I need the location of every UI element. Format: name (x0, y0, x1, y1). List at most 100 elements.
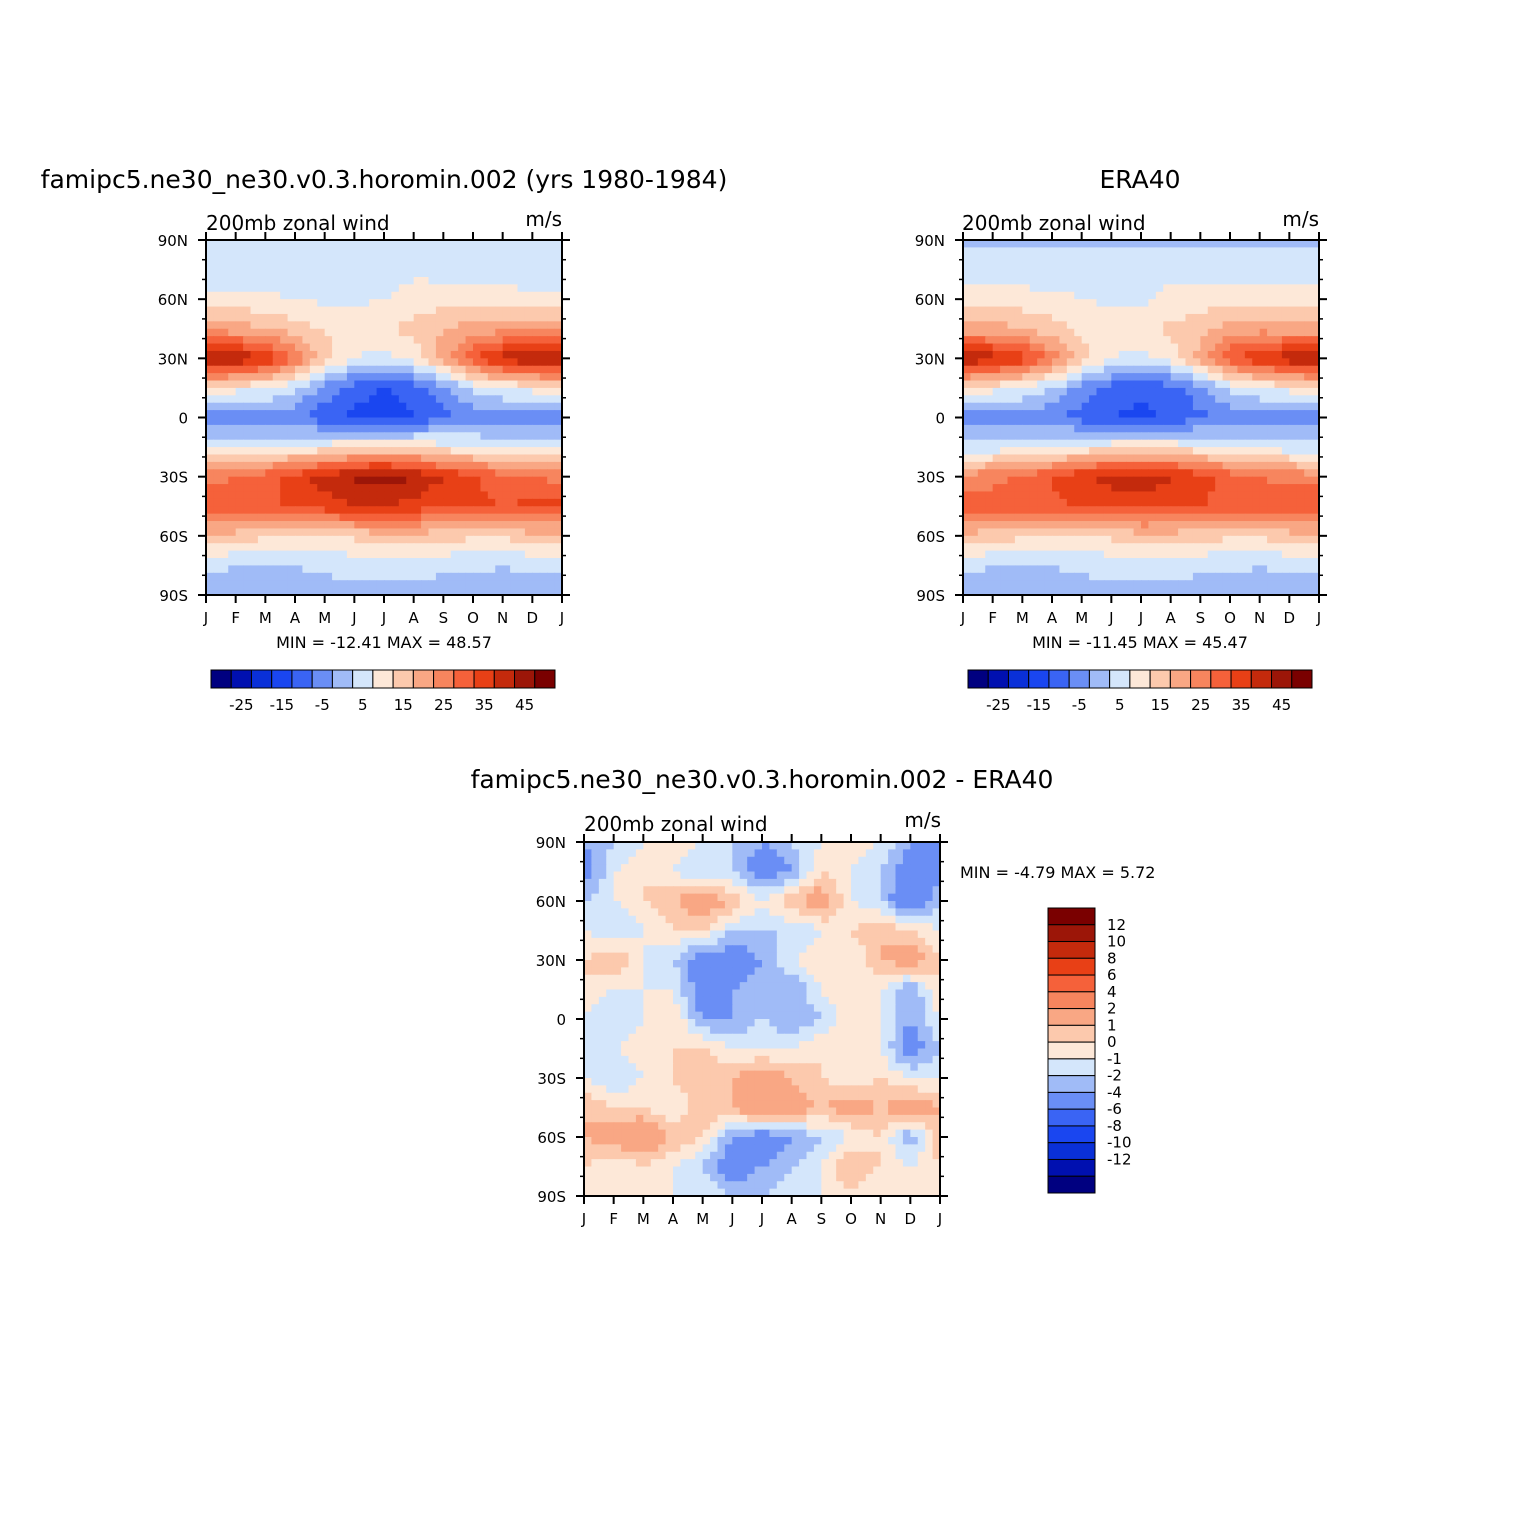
field-cell (309, 469, 318, 478)
field-cell (554, 491, 563, 500)
field-cell (287, 328, 296, 337)
field-cell (487, 506, 496, 515)
field-cell (354, 321, 363, 330)
field-cell (524, 550, 533, 559)
field-cell (295, 580, 304, 589)
field-cell (1133, 521, 1142, 530)
field-cell (1163, 417, 1172, 426)
field-cell (257, 254, 266, 263)
field-cell (1044, 313, 1053, 322)
field-cell (332, 247, 341, 256)
field-cell (280, 424, 289, 433)
field-cell (1059, 447, 1068, 456)
field-cell (1222, 380, 1231, 389)
field-cell (1081, 313, 1090, 322)
field-cell (539, 410, 548, 419)
field-cell (1244, 387, 1253, 396)
field-cell (1155, 410, 1164, 419)
field-cell (384, 454, 393, 463)
field-cell (970, 402, 979, 411)
field-cell (384, 247, 393, 256)
field-cell (272, 491, 281, 500)
field-cell (554, 269, 563, 278)
field-cell (339, 506, 348, 515)
field-cell (1052, 254, 1061, 263)
field-cell (510, 350, 519, 359)
field-cell (480, 276, 489, 285)
field-cell (280, 291, 289, 300)
field-cell (1000, 402, 1009, 411)
field-cell (309, 306, 318, 315)
field-cell (1148, 469, 1157, 478)
field-cell (992, 506, 1001, 515)
field-cell (473, 521, 482, 530)
field-cell (1148, 432, 1157, 441)
field-cell (346, 424, 355, 433)
field-cell (465, 321, 474, 330)
field-cell (1044, 387, 1053, 396)
field-cell (554, 328, 563, 337)
field-cell (1200, 484, 1209, 493)
field-cell (1066, 580, 1075, 589)
field-cell (1118, 580, 1127, 589)
field-cell (1096, 565, 1105, 574)
field-cell (992, 476, 1001, 485)
field-cell (1029, 343, 1038, 352)
field-cell (1178, 558, 1187, 567)
field-cell (1014, 350, 1023, 359)
field-cell (547, 402, 556, 411)
field-cell (465, 469, 474, 478)
field-cell (450, 306, 459, 315)
field-cell (1000, 491, 1009, 500)
field-cell (435, 321, 444, 330)
field-cell (1296, 321, 1305, 330)
field-cell (547, 343, 556, 352)
field-cell (1230, 558, 1239, 567)
field-cell (369, 587, 378, 596)
field-cell (272, 240, 281, 248)
field-cell (524, 336, 533, 345)
field-cell (1059, 587, 1068, 596)
field-cell (1000, 284, 1009, 293)
field-cell (1029, 410, 1038, 419)
field-cell (450, 424, 459, 433)
field-cell (1044, 373, 1053, 382)
field-cell (1014, 299, 1023, 308)
field-cell (1237, 247, 1246, 256)
field-cell (376, 373, 385, 382)
x-tick-label: S (1196, 609, 1206, 627)
field-cell (473, 395, 482, 404)
field-cell (606, 842, 615, 850)
field-cell (332, 284, 341, 293)
field-cell (398, 269, 407, 278)
field-cell (502, 306, 511, 315)
field-cell (339, 469, 348, 478)
field-cell (287, 543, 296, 552)
field-cell (354, 587, 363, 596)
field-cell (250, 432, 259, 441)
field-cell (228, 328, 237, 337)
field-cell (421, 439, 430, 448)
field-cell (376, 343, 385, 352)
field-cell (1148, 395, 1157, 404)
field-cell (1148, 365, 1157, 374)
field-cell (287, 513, 296, 522)
field-cell (977, 358, 986, 367)
field-cell (1311, 587, 1320, 596)
field-cell (339, 291, 348, 300)
field-cell (458, 343, 467, 352)
field-cell (532, 580, 541, 589)
field-cell (1126, 373, 1135, 382)
field-cell (1141, 535, 1150, 544)
field-cell (992, 402, 1001, 411)
field-cell (406, 528, 415, 537)
field-cell (272, 454, 281, 463)
field-cell (1074, 373, 1083, 382)
field-cell (1155, 380, 1164, 389)
field-cell (317, 291, 326, 300)
field-cell (228, 417, 237, 426)
field-cell (295, 543, 304, 552)
field-cell (428, 439, 437, 448)
colorbar-label: -25 (986, 696, 1011, 714)
